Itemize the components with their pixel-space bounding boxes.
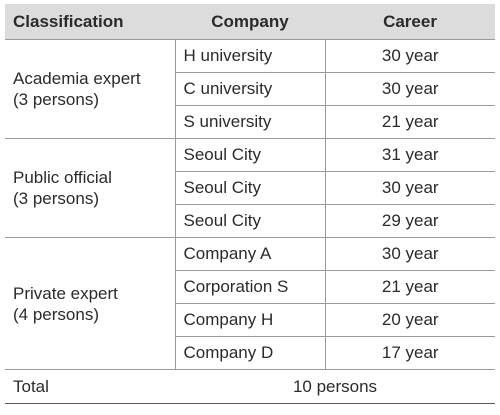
company-cell: Seoul City (175, 171, 326, 205)
career-cell: 21 year (325, 270, 495, 304)
company-cell: C university (175, 72, 326, 106)
career-cell: 31 year (325, 138, 495, 172)
group-name: Public official (13, 168, 112, 187)
total-label: Total (5, 369, 175, 404)
table-row: Public official (3 persons) Seoul City 3… (5, 138, 495, 238)
group-classification: Public official (3 persons) (5, 138, 176, 238)
career-cell: 20 year (325, 303, 495, 337)
career-cell: 30 year (325, 39, 495, 73)
group-count: (3 persons) (13, 90, 99, 109)
table-row: C university 30 year (5, 72, 495, 106)
company-cell: Seoul City (175, 138, 326, 172)
header-company: Company (175, 4, 325, 40)
group-name: Private expert (13, 283, 118, 303)
company-cell: Seoul City (175, 204, 326, 238)
table-row: Company D 17 year (5, 336, 495, 370)
table-header: Classification Company Career (5, 4, 495, 40)
table-row: Seoul City 30 year (5, 171, 495, 205)
expert-table-container: Classification Company Career Academia e… (5, 4, 495, 404)
header-row: Classification Company Career (5, 4, 495, 40)
company-cell: S university (175, 105, 326, 139)
career-cell: 30 year (325, 72, 495, 106)
group-name: Academia expert (13, 69, 141, 88)
table-row: Academia expert (3 persons) H university… (5, 39, 495, 139)
career-cell: 21 year (325, 105, 495, 139)
company-cell: Company H (175, 303, 326, 337)
header-career: Career (325, 4, 495, 40)
total-row: Total 10 persons (5, 369, 495, 404)
table-row: Corporation S 21 year (5, 270, 495, 304)
table-row: Company H 20 year (5, 303, 495, 337)
career-cell: 29 year (325, 204, 495, 238)
table-body: Academia expert (3 persons) H university… (5, 39, 495, 404)
group-count: (3 persons) (13, 189, 99, 208)
header-classification: Classification (5, 4, 175, 40)
career-cell: 30 year (325, 171, 495, 205)
group-classification: Private expert (4 persons) (5, 237, 176, 370)
career-cell: 17 year (325, 336, 495, 370)
company-cell: Corporation S (175, 270, 326, 304)
table-row: Private expert (4 persons) Company A 30 … (5, 237, 495, 370)
total-value: 10 persons (175, 369, 495, 404)
expert-panel-table: Classification Company Career Academia e… (5, 4, 495, 404)
table-row: Seoul City 29 year (5, 204, 495, 238)
group-count: (4 persons) (13, 304, 99, 324)
table-row: S university 21 year (5, 105, 495, 139)
group-classification: Academia expert (3 persons) (5, 39, 176, 139)
company-cell: Company A (175, 237, 326, 271)
company-cell: Company D (175, 336, 326, 370)
career-cell: 30 year (325, 237, 495, 271)
company-cell: H university (175, 39, 326, 73)
